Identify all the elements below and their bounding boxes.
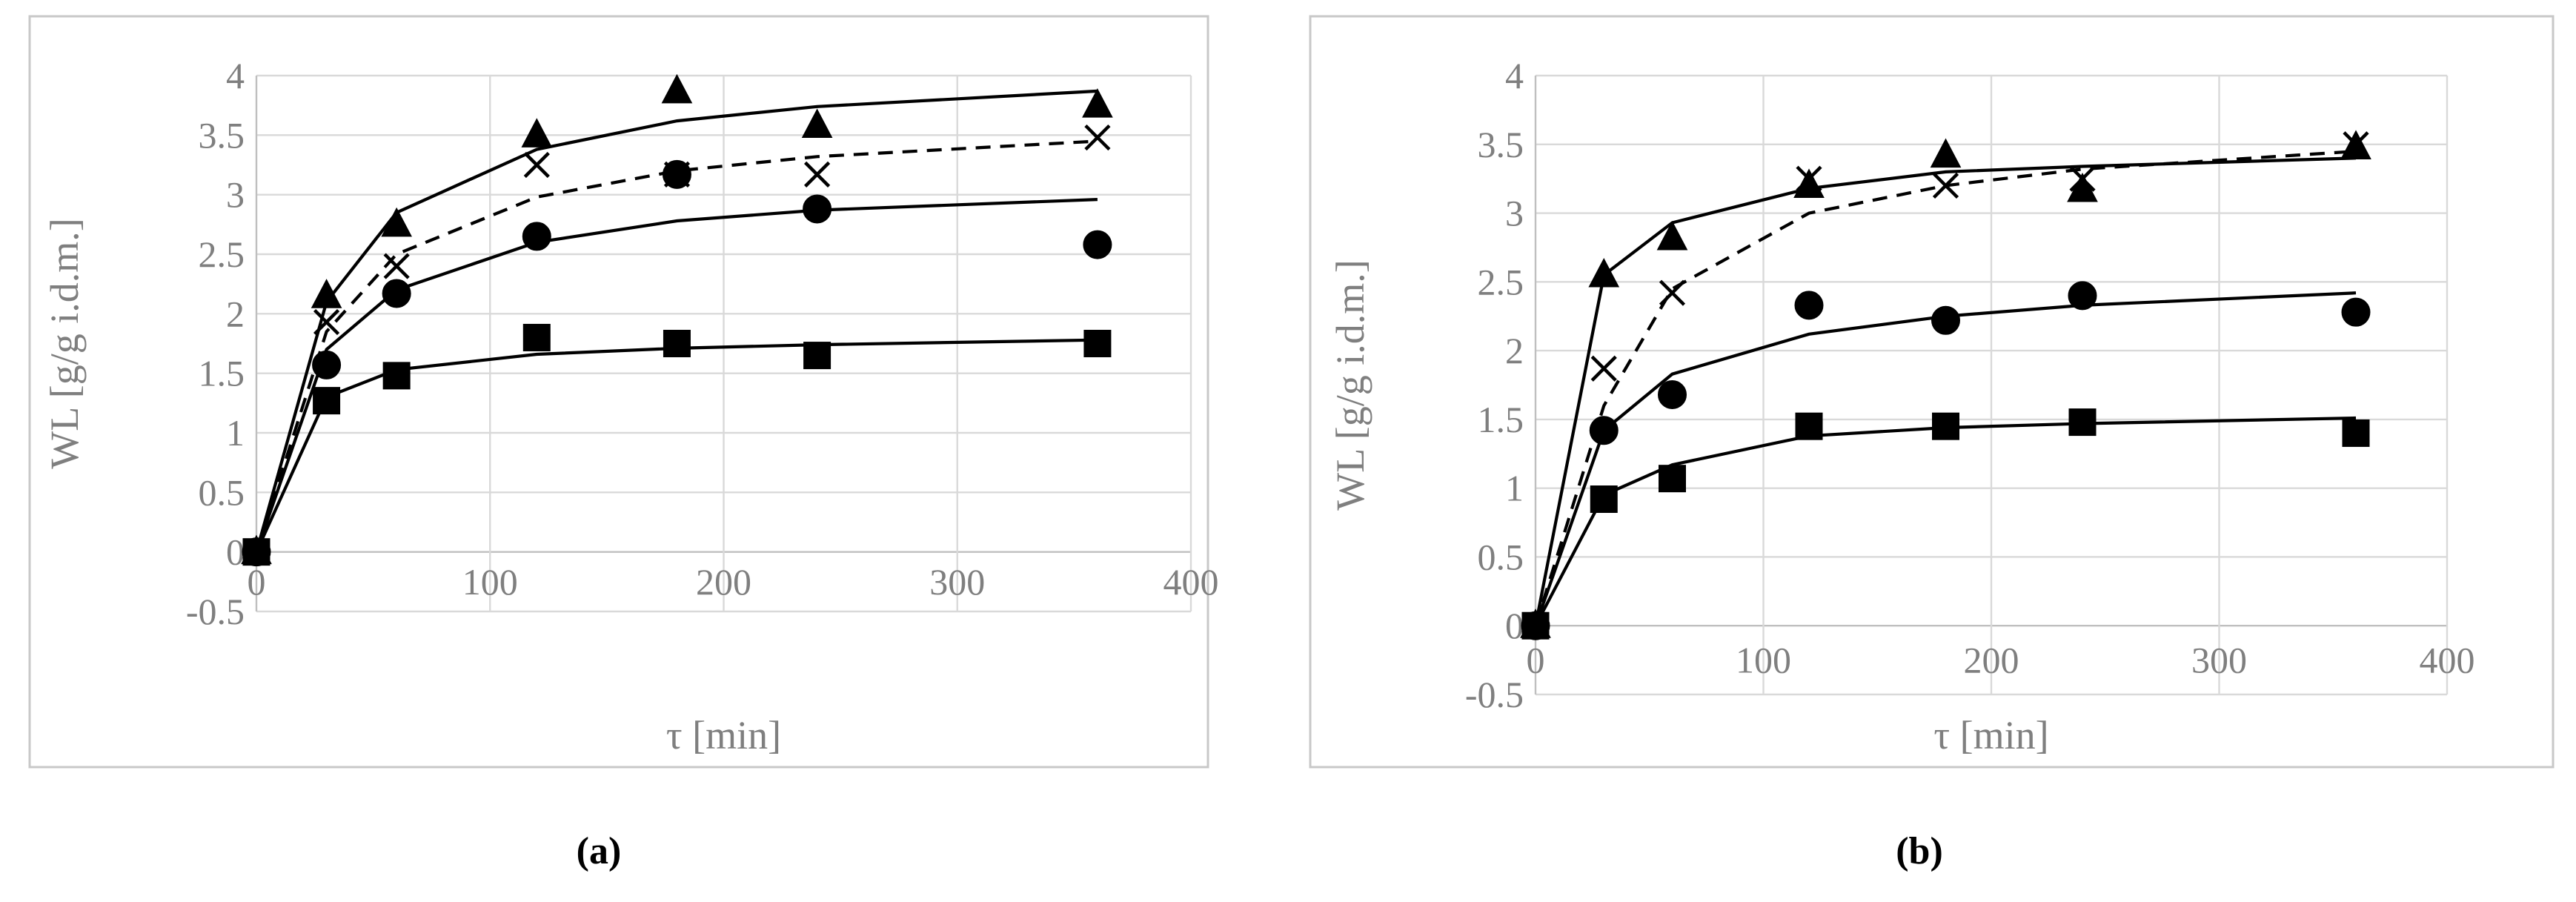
circle-marker <box>1658 379 1687 409</box>
circle-marker <box>803 194 832 224</box>
square-marker <box>313 387 341 415</box>
square-marker <box>1932 412 1959 440</box>
y-tick-label: 2.5 <box>199 233 245 275</box>
circle-marker <box>1083 230 1112 259</box>
square-marker <box>382 362 411 390</box>
cross-marker <box>804 161 831 188</box>
circle-marker <box>1931 305 1960 335</box>
y-tick-label: 2.5 <box>1478 261 1524 302</box>
y-tick-label: 0 <box>226 531 245 573</box>
triangle-marker <box>661 73 693 104</box>
circle-marker <box>2068 281 2097 311</box>
x-tick-label: 300 <box>2191 640 2247 681</box>
y-tick-label: 1.5 <box>199 353 245 394</box>
y-tick-label: 2 <box>1505 330 1524 371</box>
triangle-marker <box>521 118 553 147</box>
square-marker <box>1795 412 1823 440</box>
y-tick-label: 1 <box>1505 468 1524 509</box>
circle-marker <box>2341 297 2371 327</box>
square-marker <box>663 330 691 357</box>
x-tick-label: 200 <box>1964 640 2019 681</box>
square-marker <box>803 342 831 370</box>
fit-line-cross <box>1533 150 2357 626</box>
y-axis-title: WL [g/g i.d.m.] <box>42 218 87 468</box>
y-axis-title: WL [g/g i.d.m.] <box>1328 259 1372 510</box>
circle-marker <box>312 350 342 379</box>
cross-marker <box>383 253 410 279</box>
cross-marker <box>1932 172 1959 199</box>
square-marker <box>2068 408 2097 437</box>
y-tick-label: 0.5 <box>1478 536 1524 577</box>
x-tick-label: 400 <box>1163 561 1219 603</box>
square-marker <box>522 323 551 351</box>
cross-marker <box>2343 131 2369 158</box>
square-marker <box>242 538 270 566</box>
square-marker <box>2342 419 2370 447</box>
panel-caption-b: (b) <box>1896 830 1943 872</box>
triangle-marker <box>1656 220 1688 251</box>
triangle-marker <box>1930 138 1962 168</box>
x-axis-title: τ [min] <box>666 713 781 757</box>
x-tick-label: 0 <box>248 561 266 603</box>
x-axis-title: τ [min] <box>1933 713 2048 757</box>
y-tick-label: 4 <box>226 55 245 96</box>
cross-marker <box>523 151 550 179</box>
cross-marker <box>1659 279 1686 306</box>
cross-marker <box>1590 355 1617 382</box>
x-tick-label: 400 <box>2420 640 2475 681</box>
y-tick-label: 3.5 <box>199 114 245 156</box>
y-tick-label: 3 <box>1505 193 1524 234</box>
square-marker <box>1659 465 1686 493</box>
triangle-marker <box>1793 168 1825 198</box>
triangle-marker <box>801 108 833 138</box>
square-marker <box>1590 485 1618 514</box>
x-tick-label: 100 <box>1736 640 1791 681</box>
triangle-marker <box>1082 88 1113 118</box>
y-tick-label: 3 <box>226 174 245 216</box>
square-marker <box>1521 611 1550 640</box>
triangle-marker <box>381 207 412 237</box>
cross-marker <box>313 308 340 336</box>
x-tick-label: 200 <box>696 561 751 603</box>
panel-caption-a: (a) <box>577 830 622 872</box>
y-tick-label: 4 <box>1505 55 1524 96</box>
circle-marker <box>522 222 551 251</box>
y-tick-label: 1.5 <box>1478 399 1524 440</box>
x-tick-label: 0 <box>1527 640 1545 681</box>
circle-marker <box>1794 291 1824 320</box>
y-tick-label: 1 <box>226 412 245 454</box>
circle-marker <box>382 279 411 308</box>
x-tick-label: 300 <box>929 561 985 603</box>
panel-frame <box>28 15 1209 769</box>
cross-marker <box>1084 124 1111 151</box>
circle-marker <box>1589 416 1619 445</box>
x-tick-label: 100 <box>462 561 518 603</box>
triangle-marker <box>311 279 342 308</box>
circle-marker <box>662 159 691 189</box>
cross-marker <box>2069 165 2096 192</box>
y-tick-label: 2 <box>226 293 245 334</box>
fit-line-cross <box>254 139 1098 553</box>
triangle-marker <box>1588 257 1620 288</box>
y-tick-label: 0.5 <box>199 471 245 513</box>
square-marker <box>1083 330 1112 357</box>
panel-frame <box>1309 15 2555 769</box>
y-tick-label: -0.5 <box>186 591 245 632</box>
cross-marker <box>1796 165 1822 192</box>
y-tick-label: -0.5 <box>1465 674 1524 715</box>
y-tick-label: 0 <box>1505 605 1524 646</box>
y-tick-label: 3.5 <box>1478 124 1524 165</box>
